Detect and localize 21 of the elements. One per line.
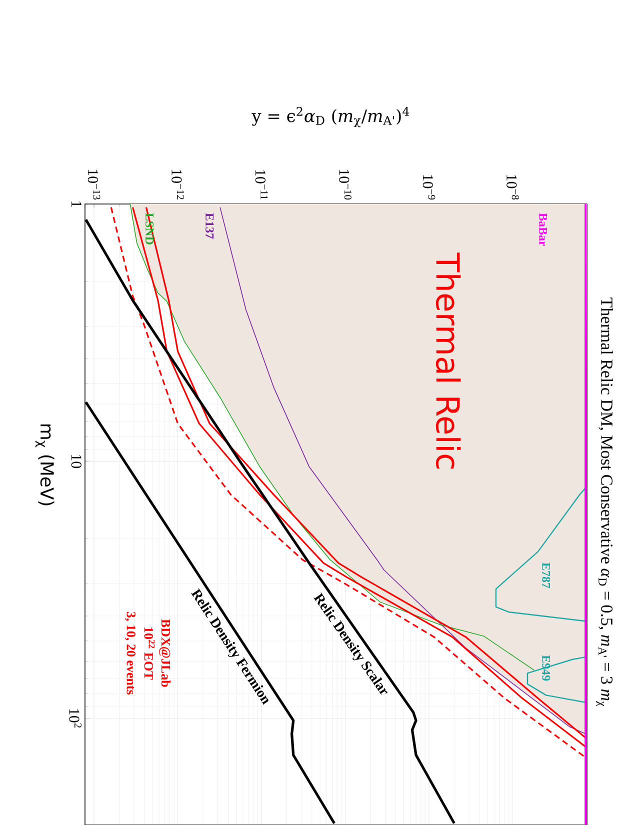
text: y = ϵ$^{2}$α$_{D}$ (m$_{χ}$/m$_{A'}$)$^{4}$ [252,106,410,128]
y-tick-label: 10$^{2}$ [69,709,82,728]
x-tick-label: 10$^{−8}$ [506,175,519,200]
text: LSND [146,213,154,244]
text: E787 [542,562,550,588]
annotation: BDX@JLab [159,619,171,687]
text: E137 [206,213,214,239]
x-tick-label: 10$^{−12}$ [172,170,184,200]
y-tick-label: 10 [71,454,82,468]
x-tick-label: 10$^{−13}$ [88,170,100,200]
annotation: Thermal Relic [436,252,461,469]
x-tick-label: 10$^{−10}$ [339,170,352,200]
x-tick-label: 10$^{−11}$ [255,170,268,200]
text: E949 [542,655,550,681]
annotation: 3, 10, 20 events [124,612,136,695]
x-tick-label: 10$^{−9}$ [422,175,436,200]
ref-line-label: BaBar [539,213,548,246]
y-tick-label: 1 [72,202,82,207]
annotation: 10$^{22}$ EOT [144,628,155,680]
y-axis-title: m$_{χ}$ (MeV) [35,424,54,506]
chart-title: Thermal Relic DM, Most Conservative α$_{D}$ = 0.5, m$_{A'}$ = 3 m$_{χ}$ [596,298,614,706]
